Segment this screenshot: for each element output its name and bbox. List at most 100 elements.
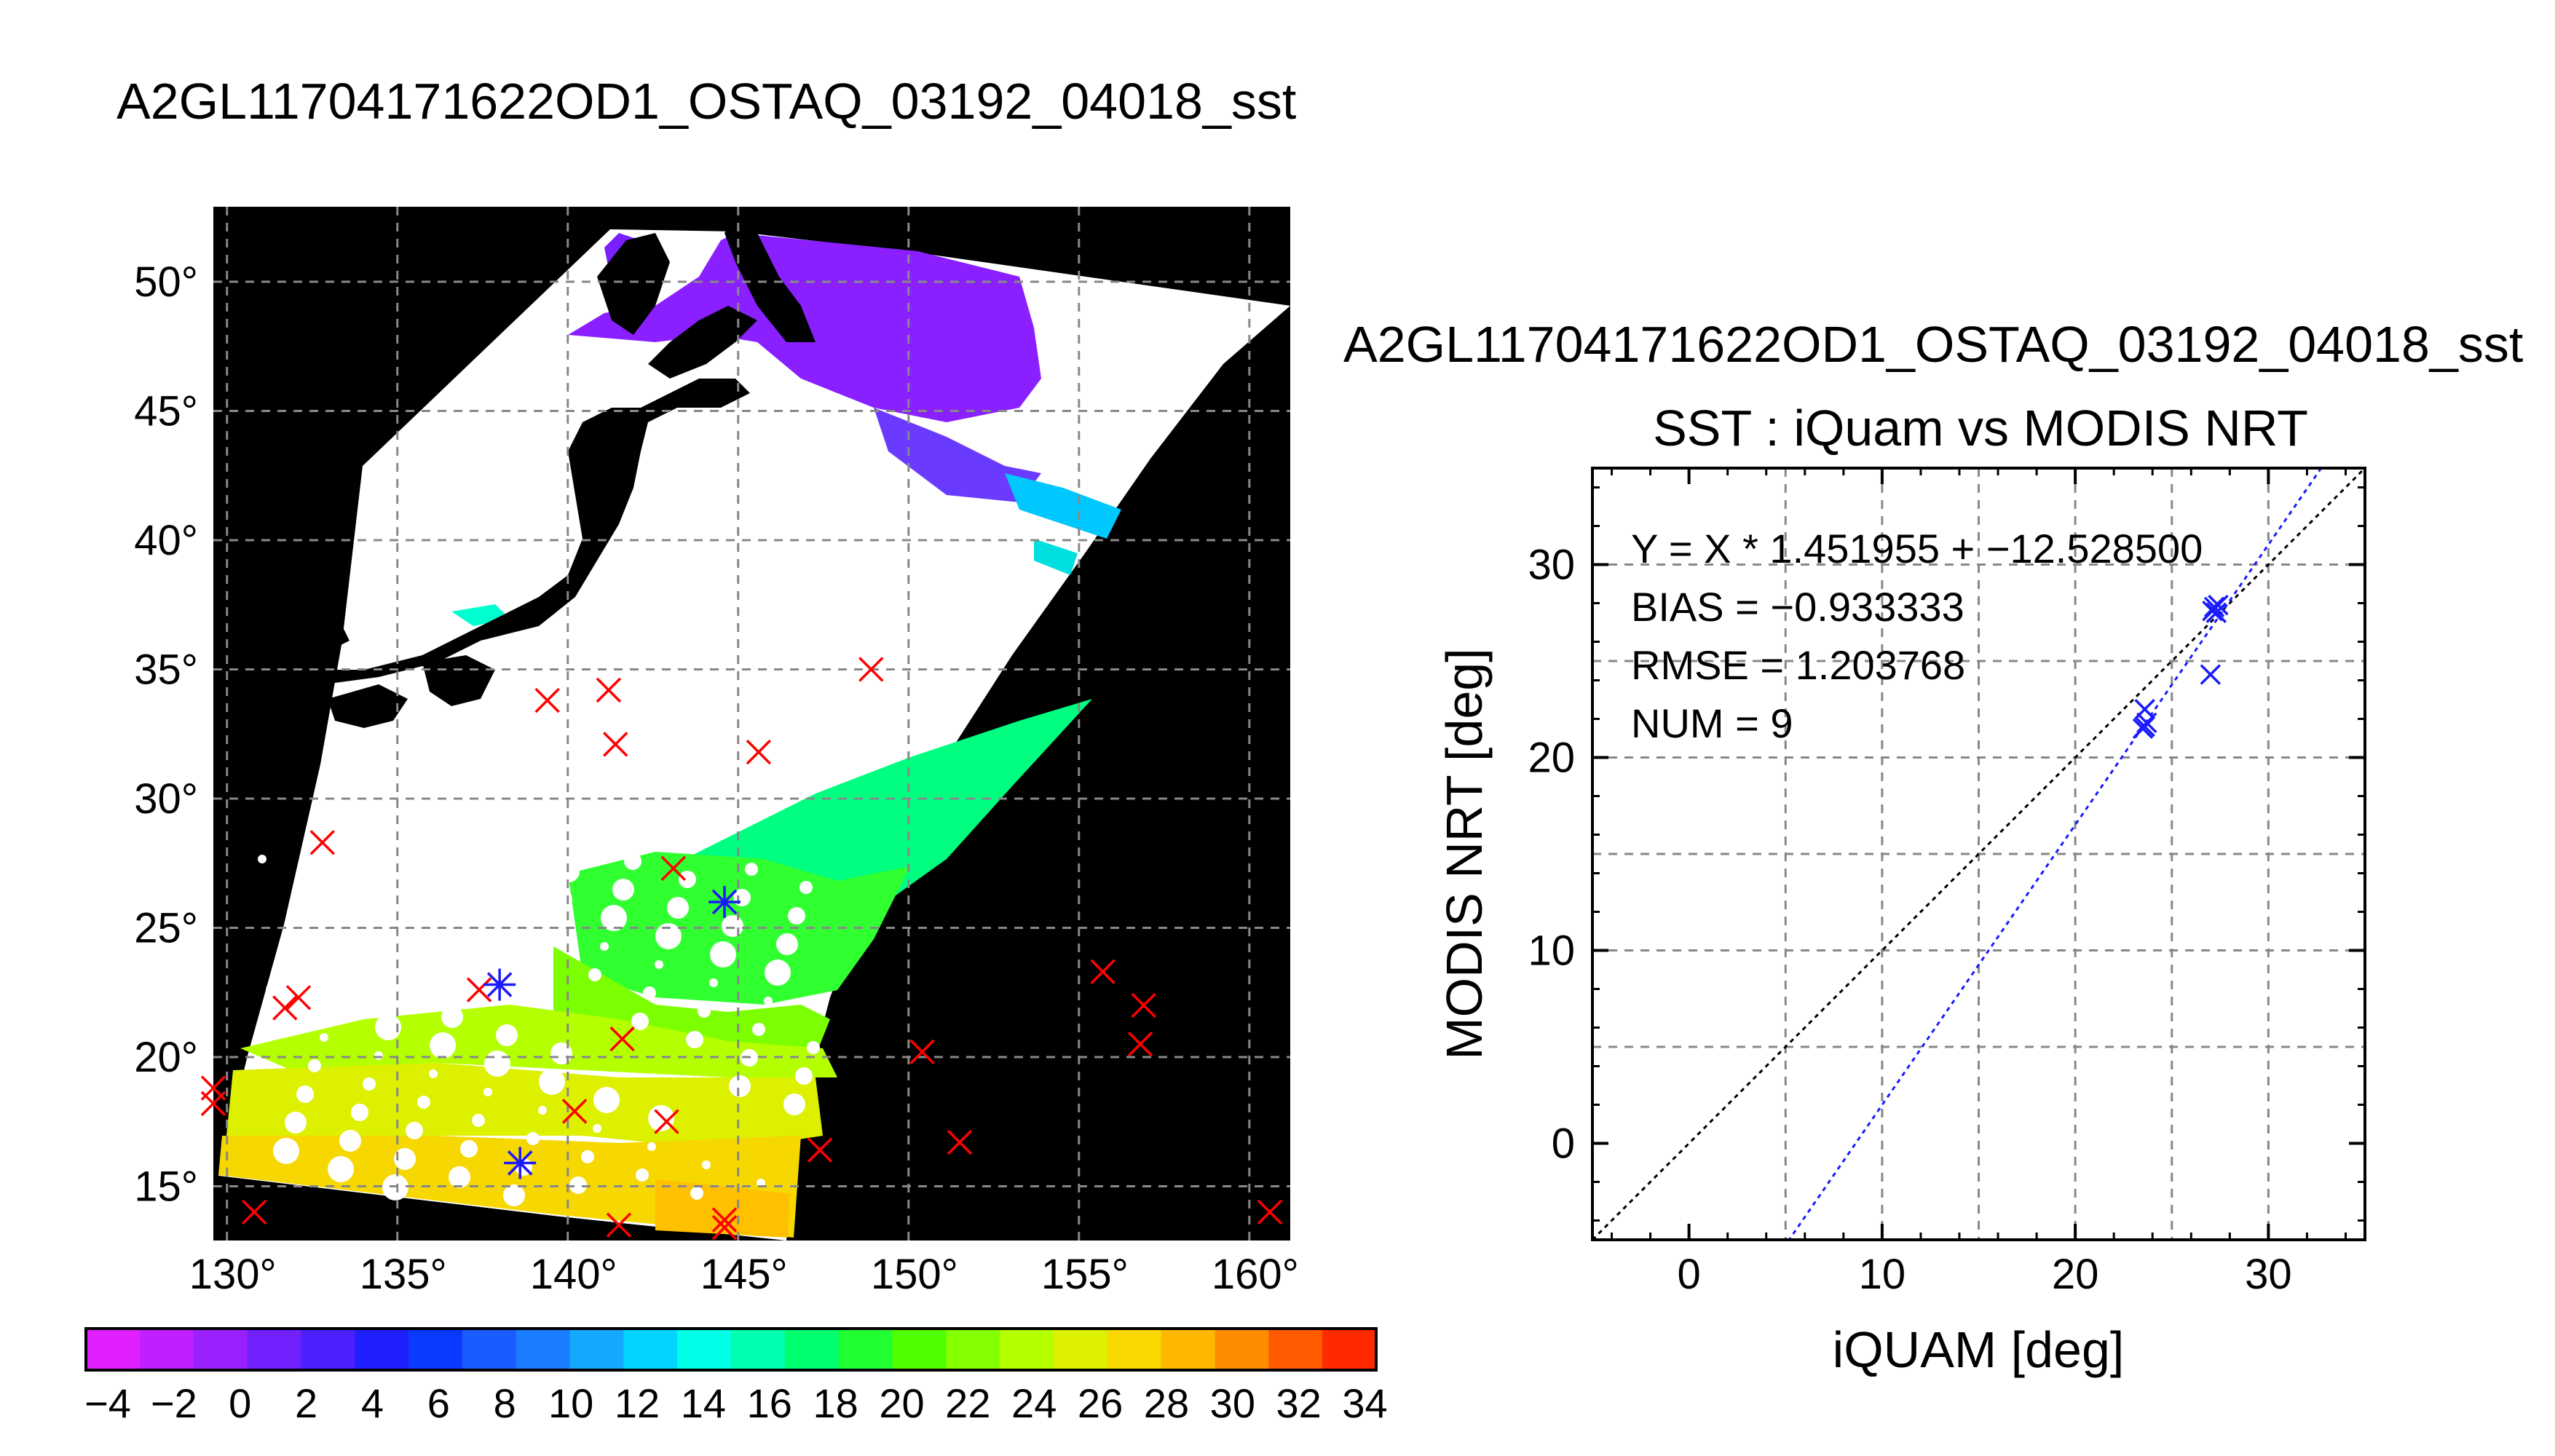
cloud-gap xyxy=(266,978,292,1004)
cloud-gap xyxy=(332,970,354,992)
scatter-point xyxy=(2132,718,2154,739)
colorbar-tick-label: 18 xyxy=(813,1380,858,1426)
colorbar-cell xyxy=(1161,1329,1216,1370)
iquam-point xyxy=(606,1212,632,1238)
scatter-y-tick-label: 10 xyxy=(1528,927,1575,975)
cloud-gap xyxy=(686,1031,703,1048)
colorbar-cell xyxy=(408,1329,463,1370)
map-lat-tick-label: 20° xyxy=(134,1034,198,1081)
cloud-gap xyxy=(710,941,736,968)
cloud-gap xyxy=(374,1051,383,1060)
cloud-gap xyxy=(655,923,682,949)
colorbar-tick-label: 26 xyxy=(1078,1380,1123,1426)
cloud-gap xyxy=(406,1122,423,1139)
iquam-point xyxy=(200,1091,226,1117)
scatter-point xyxy=(2208,594,2229,616)
cloud-gap xyxy=(729,1075,751,1097)
map-lat-tick-label: 35° xyxy=(134,646,198,693)
cloud-gap xyxy=(631,1013,649,1030)
cloud-gap xyxy=(436,887,445,896)
colorbar-cell xyxy=(731,1329,786,1370)
map-grid xyxy=(213,207,1290,1241)
scatter-title: SST : iQuam vs MODIS NRT xyxy=(1653,400,2308,456)
scatter-x-tick-label: 30 xyxy=(2245,1251,2292,1298)
scatter-annotations: Y = X * 1.451955 + −12.528500 BIAS = −0.9… xyxy=(1631,526,2203,746)
cloud-gap xyxy=(394,1148,416,1170)
sst-field-12 xyxy=(655,1179,790,1238)
scatter-y-tick-label: 20 xyxy=(1528,735,1575,782)
colorbar-tick-label: 30 xyxy=(1210,1380,1255,1426)
cloud-gap xyxy=(429,1069,438,1078)
map-lat-tick-label: 25° xyxy=(134,904,198,951)
iquam-point xyxy=(561,1099,588,1124)
cloud-gap xyxy=(783,1093,805,1115)
cloud-gap xyxy=(526,1132,540,1145)
cloud-gap xyxy=(472,1114,485,1127)
scatter-annotation: RMSE = 1.203768 xyxy=(1631,642,1965,688)
iquam-point xyxy=(1131,992,1156,1018)
sst-field-6 xyxy=(655,699,1092,903)
iquam-point xyxy=(711,1215,738,1241)
colorbar-tick-label: 10 xyxy=(548,1380,593,1426)
scatter-panel: 0 10 20 30 0 10 20 30 Y = X * 1.451955 + −12.52… xyxy=(1436,467,2366,1378)
iquam-point xyxy=(660,855,687,882)
cloud-gap xyxy=(588,968,601,981)
cloud-gap xyxy=(417,1096,430,1109)
colorbar-cell xyxy=(1322,1329,1377,1370)
map-lat-tick-label: 45° xyxy=(134,387,198,435)
cloud-gap xyxy=(593,1124,601,1133)
cloud-gap xyxy=(807,1041,820,1054)
colorbar-tick-label: 34 xyxy=(1342,1380,1387,1426)
iquam-point xyxy=(807,1137,833,1163)
map-lon-tick-label: 150° xyxy=(871,1251,958,1298)
cloud-gap xyxy=(273,1138,299,1164)
cloud-gap xyxy=(398,962,416,979)
cloud-gap xyxy=(320,1033,328,1042)
scatter-y-tick-label: 30 xyxy=(1528,542,1575,589)
scatter-point xyxy=(2205,602,2227,623)
colorbar-cells xyxy=(86,1329,1377,1370)
cloud-gap xyxy=(679,871,696,888)
colorbar-cell xyxy=(247,1329,301,1370)
cloud-gap xyxy=(534,950,547,963)
scatter-x-tick-label: 0 xyxy=(1677,1251,1700,1298)
cloud-gap xyxy=(799,881,813,894)
colorbar-tick-label: 6 xyxy=(427,1380,450,1426)
map-points xyxy=(200,657,1283,1241)
cloud-gap xyxy=(643,986,656,1000)
cloud-gap xyxy=(752,1023,765,1036)
cloud-gap xyxy=(702,1160,711,1169)
cloud-gap xyxy=(449,1166,470,1188)
iquam-point xyxy=(1257,1199,1283,1225)
colorbar-cell xyxy=(86,1329,141,1370)
cloud-gap xyxy=(351,1104,368,1121)
colorbar-cell xyxy=(1215,1329,1269,1370)
sst-field-4 xyxy=(1034,539,1078,575)
map-lon-tick-label: 130° xyxy=(189,1251,277,1298)
colorbar-frame xyxy=(84,1327,1378,1372)
colorbar-cell xyxy=(946,1329,1000,1370)
cloud-gap xyxy=(285,1112,307,1133)
matched-point xyxy=(504,1147,537,1179)
cloud-gap xyxy=(491,869,518,895)
cloud-gap xyxy=(491,906,499,914)
cloud-gap xyxy=(546,887,572,913)
colorbar-cell xyxy=(1000,1329,1054,1370)
colorbar-cell xyxy=(1268,1329,1323,1370)
cloud-gap xyxy=(375,1014,401,1040)
cloud-gap xyxy=(441,1006,463,1028)
colorbar-cell xyxy=(139,1329,194,1370)
cloud-gap xyxy=(655,960,663,969)
iquam-point xyxy=(309,830,336,855)
colorbar-tick-label: 28 xyxy=(1144,1380,1189,1426)
one-to-one-line xyxy=(1592,468,2365,1240)
map-lon-tick-label: 145° xyxy=(700,1251,788,1298)
scatter-annotation: Y = X * 1.451955 + −12.528500 xyxy=(1631,526,2203,571)
iquam-point xyxy=(711,1207,738,1233)
colorbar: −4 −2 0 2 4 6 8 10 12 14 16 18 20 22 24 26 28 30 32 34 xyxy=(84,1327,1388,1426)
cloud-gap xyxy=(484,1051,510,1077)
sst-field-3 xyxy=(1005,473,1121,539)
iquam-point xyxy=(858,657,884,682)
colorbar-labels: −4 −2 0 2 4 6 8 10 12 14 16 18 20 22 24 26 28 30 32 34 xyxy=(84,1380,1388,1426)
map-tick-labels: 130° 135° 140° 145° 150° 155° 160° 50° 45° 40° 35°… xyxy=(134,258,1299,1298)
